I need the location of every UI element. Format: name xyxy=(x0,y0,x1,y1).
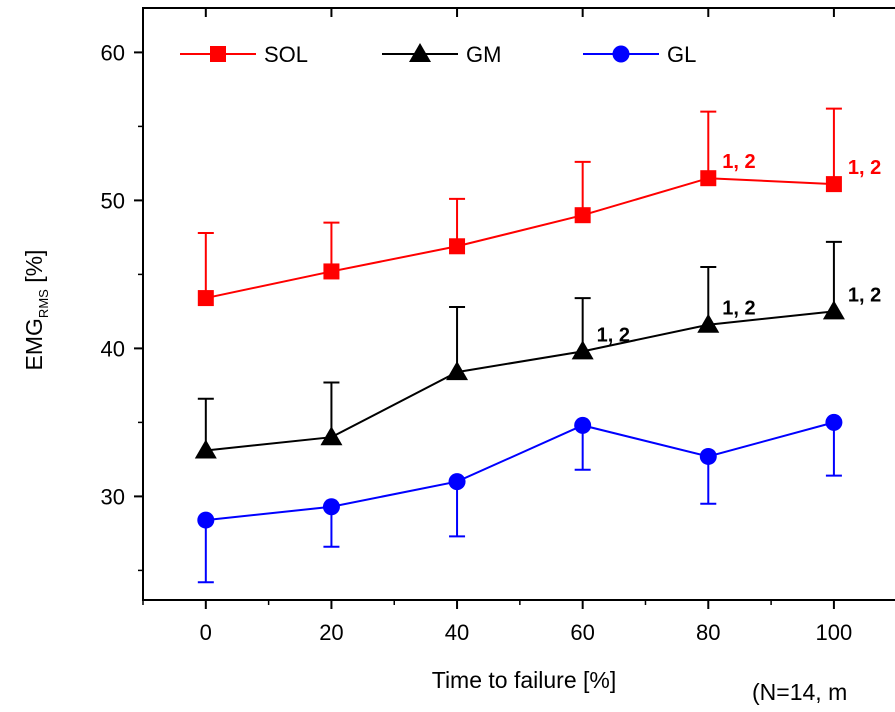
y-axis-title: EMGRMS [%] xyxy=(21,250,51,371)
x-tick-label: 0 xyxy=(200,620,212,645)
gm-line xyxy=(205,310,835,452)
series-sol: 1, 2 1, 2 xyxy=(197,107,881,307)
gm-point xyxy=(446,361,469,381)
sol-point xyxy=(323,263,340,280)
gm-significance-label: 1, 2 xyxy=(597,324,630,346)
legend-marker-gm xyxy=(409,43,431,62)
x-tick-label: 20 xyxy=(319,620,343,645)
gl-point xyxy=(448,473,466,491)
series-gl xyxy=(197,413,843,584)
sol-point xyxy=(574,207,591,224)
series-gm: 1, 2 1, 2 1, 2 xyxy=(194,240,881,459)
x-tick-label: 100 xyxy=(816,620,853,645)
y-axis-title-unit: [%] xyxy=(21,250,47,290)
y-tick-label: 40 xyxy=(101,336,125,361)
y-tick-label: 50 xyxy=(101,188,125,213)
y-axis-title-subscript: RMS xyxy=(36,289,51,318)
x-tick-label: 80 xyxy=(696,620,720,645)
legend-item-gl: GL xyxy=(583,42,696,67)
x-tick-label: 60 xyxy=(570,620,594,645)
gl-point xyxy=(197,511,215,529)
y-tick-label: 30 xyxy=(101,484,125,509)
sol-point xyxy=(700,170,717,187)
gm-significance-label: 1, 2 xyxy=(848,284,881,306)
x-tick-label: 40 xyxy=(445,620,469,645)
sol-point xyxy=(197,290,214,307)
y-tick-label: 60 xyxy=(101,40,125,65)
gm-significance-label: 1, 2 xyxy=(722,298,755,320)
gm-point xyxy=(194,439,217,459)
gm-point xyxy=(320,426,343,446)
gl-point xyxy=(574,416,592,434)
sol-point xyxy=(825,176,842,193)
legend: SOL GM GL xyxy=(180,42,696,67)
sol-line xyxy=(205,177,834,300)
sol-significance-label: 1, 2 xyxy=(848,157,881,179)
legend-marker-gl xyxy=(612,45,630,63)
gl-point xyxy=(699,447,717,465)
gl-point xyxy=(825,413,843,431)
x-axis-title: Time to failure [%] xyxy=(432,667,616,693)
legend-label-sol: SOL xyxy=(264,42,308,67)
gl-point xyxy=(322,498,340,516)
gm-point xyxy=(697,313,720,333)
sol-significance-label: 1, 2 xyxy=(722,151,755,173)
legend-item-gm: GM xyxy=(382,42,501,67)
y-axis-title-main: EMG xyxy=(21,318,47,370)
legend-marker-sol xyxy=(210,46,226,62)
sample-note: (N=14, m xyxy=(752,679,847,705)
plot-frame xyxy=(142,7,895,601)
gm-point xyxy=(571,340,594,360)
gl-line xyxy=(205,421,835,522)
legend-label-gl: GL xyxy=(667,42,696,67)
gm-point xyxy=(822,300,845,320)
sol-point xyxy=(449,238,466,255)
legend-label-gm: GM xyxy=(466,42,501,67)
legend-item-sol: SOL xyxy=(180,42,308,67)
